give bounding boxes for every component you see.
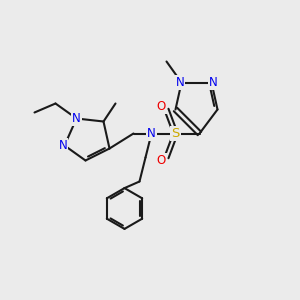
- Text: N: N: [72, 112, 81, 125]
- Text: S: S: [171, 127, 180, 140]
- Text: N: N: [176, 76, 184, 89]
- Text: N: N: [208, 76, 217, 89]
- Text: O: O: [157, 154, 166, 167]
- Text: N: N: [147, 127, 156, 140]
- Text: O: O: [157, 100, 166, 113]
- Text: N: N: [58, 139, 68, 152]
